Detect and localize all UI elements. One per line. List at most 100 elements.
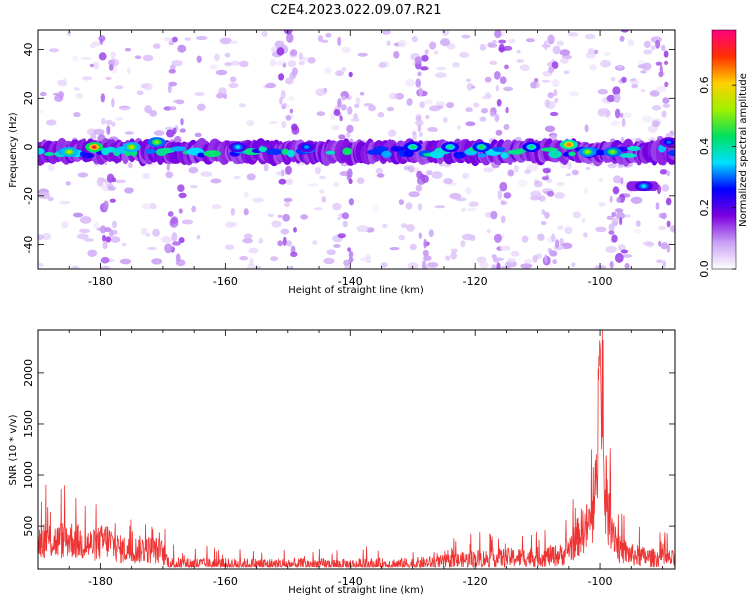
heatmap-cell: [38, 262, 44, 268]
heatmap-cell: [658, 225, 667, 231]
heatmap-cell: [61, 221, 69, 229]
heatmap-cell: [612, 186, 620, 195]
heatmap-cell: [453, 151, 466, 159]
heatmap-cell: [93, 128, 105, 135]
heatmap-cell: [258, 146, 268, 153]
heatmap-cell: [492, 146, 506, 152]
heatmap-cell: [637, 64, 646, 69]
heatmap-cell: [83, 238, 95, 242]
heatmap-cell: [278, 178, 287, 185]
heatmap-cell: [215, 69, 228, 76]
heatmap-hotspot: [129, 145, 135, 149]
heatmap-cell: [620, 249, 629, 254]
heatmap-cell: [426, 170, 433, 176]
heatmap-cell: [583, 232, 588, 238]
heatmap-cell: [556, 225, 564, 231]
heatmap-cell: [111, 98, 115, 108]
heatmap-cell: [659, 65, 663, 75]
heatmap-cell: [319, 175, 326, 180]
heatmap-cell: [43, 152, 55, 156]
heatmap-cell: [152, 228, 161, 237]
heatmap-cell: [119, 258, 132, 265]
heatmap-cell: [666, 220, 671, 228]
heatmap-cell: [337, 217, 341, 221]
heatmap-cell: [547, 92, 554, 99]
heatmap-cell: [465, 107, 473, 113]
heatmap-cell: [492, 257, 500, 263]
heatmap-cell: [498, 43, 505, 53]
heatmap-cell: [503, 123, 510, 131]
snr-panel: -180 -160 -140 -120 -100 500 1000 1500 2000 Heig…: [8, 329, 676, 596]
heatmap-cell: [609, 261, 614, 269]
heatmap-cell: [423, 255, 432, 262]
heatmap-cell: [144, 105, 153, 114]
heatmap-cell: [656, 259, 663, 264]
heatmap-cell: [276, 47, 285, 56]
heatmap-cell: [642, 115, 653, 123]
heatmap-cell: [173, 135, 182, 145]
heatmap-cell: [168, 81, 177, 87]
heatmap-cell: [386, 40, 391, 46]
spectrogram-x-tick-label: -120: [463, 275, 488, 288]
heatmap-cell: [59, 200, 71, 205]
heatmap-cell: [544, 254, 548, 264]
heatmap-cell: [170, 146, 187, 152]
heatmap-cell: [225, 221, 236, 228]
heatmap-cell: [282, 213, 291, 222]
heatmap-cell: [134, 55, 142, 60]
heatmap-cell: [500, 200, 505, 206]
heatmap-cell: [493, 233, 502, 243]
heatmap-cell: [168, 69, 176, 74]
heatmap-cell: [40, 91, 47, 97]
heatmap-cell: [350, 118, 360, 122]
heatmap-cell: [181, 219, 194, 225]
heatmap-cell: [530, 190, 542, 198]
spectrogram-x-axis-label: Height of straight line (km): [288, 285, 424, 296]
heatmap-cell: [98, 52, 107, 61]
heatmap-cell: [549, 250, 558, 257]
heatmap-cell: [555, 239, 560, 249]
heatmap-cell: [170, 64, 176, 71]
heatmap-hotspot: [478, 145, 484, 149]
heatmap-hotspot: [304, 145, 310, 149]
heatmap-cell: [346, 124, 354, 133]
heatmap-cell: [551, 233, 556, 242]
heatmap-cell: [196, 235, 201, 240]
heatmap-cell: [465, 186, 472, 195]
heatmap-cell: [543, 40, 548, 51]
heatmap-cell: [520, 263, 533, 269]
colorbar-tick-label: 0.2: [698, 199, 711, 217]
heatmap-cell: [587, 48, 595, 54]
heatmap-cell: [484, 92, 492, 100]
heatmap-cell: [434, 205, 446, 209]
heatmap-cell: [414, 56, 422, 65]
heatmap-cell: [79, 216, 92, 224]
heatmap-cell: [479, 43, 487, 51]
heatmap-cell: [381, 150, 392, 158]
heatmap-cell: [177, 44, 187, 53]
heatmap-cell: [651, 120, 660, 128]
heatmap-cell: [48, 48, 60, 53]
spectrogram-y-tick-label: 40: [22, 43, 35, 57]
heatmap-cell: [504, 64, 509, 70]
heatmap-cell: [584, 187, 589, 194]
heatmap-cell: [553, 89, 558, 97]
heatmap-cell: [452, 62, 460, 68]
heatmap-cell: [421, 54, 429, 62]
heatmap-cell: [65, 181, 72, 186]
heatmap-cell: [564, 226, 573, 235]
heatmap-cell: [572, 211, 582, 219]
heatmap-cell: [547, 190, 555, 197]
heatmap-cell: [170, 216, 179, 224]
heatmap-cell: [640, 89, 646, 93]
heatmap-cell: [161, 236, 173, 243]
heatmap-cell: [365, 253, 371, 260]
heatmap-cell: [461, 34, 471, 39]
heatmap-cell: [265, 148, 283, 155]
heatmap-cell: [194, 91, 205, 97]
heatmap-cell: [230, 207, 236, 216]
heatmap-cell: [380, 262, 388, 268]
heatmap-cell: [265, 82, 277, 89]
heatmap-cell: [614, 108, 621, 119]
heatmap-cell: [613, 175, 622, 184]
